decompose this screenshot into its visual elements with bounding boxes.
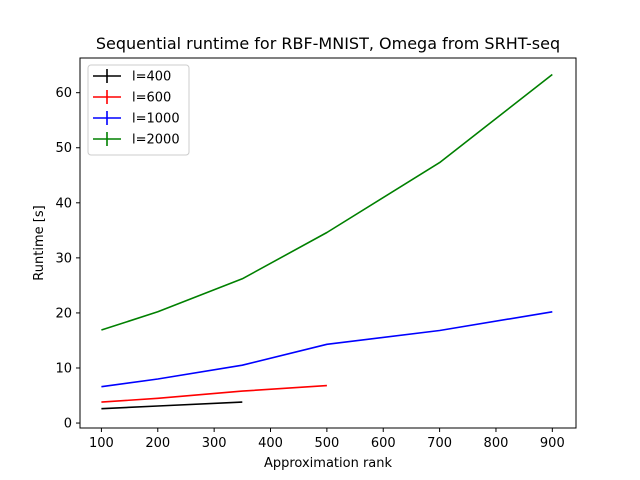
legend: l=400 l=600 l=1000 l=2000 (87, 64, 190, 156)
legend-entry: l=400 (93, 69, 171, 85)
x-tick-label: 900 (540, 436, 565, 451)
legend-entry: l=600 (93, 90, 171, 106)
x-tick-label: 600 (371, 436, 396, 451)
series-line-l400 (101, 401, 243, 410)
axes-frame (79, 57, 577, 429)
legend-label: l=1000 (132, 112, 180, 127)
x-axis-label: Approximation rank (264, 456, 393, 471)
legend-box (87, 64, 190, 156)
x-tick-label: 800 (484, 436, 509, 451)
y-tick-label: 30 (55, 251, 72, 266)
series-line-l1000 (101, 311, 553, 388)
legend-label: l=400 (132, 70, 171, 85)
legend-entry: l=1000 (93, 111, 180, 127)
series-line-l600 (101, 384, 327, 403)
legend-entry: l=2000 (93, 132, 180, 148)
legend-label: l=600 (132, 91, 171, 106)
series-line-l2000 (101, 73, 553, 331)
y-tick-label: 60 (55, 86, 72, 101)
legend-label: l=2000 (132, 133, 180, 148)
y-tick-label: 10 (55, 361, 72, 376)
x-tick-label: 400 (258, 436, 283, 451)
y-tick-label: 50 (55, 141, 72, 156)
y-tick-label: 20 (55, 306, 72, 321)
x-tick-label: 500 (314, 436, 339, 451)
x-tick-label: 200 (145, 436, 170, 451)
plot-area: 100 200 300 400 500 600 700 800 900 0 10 20 30 40 50 60 (55, 57, 577, 451)
x-tick-label: 300 (202, 436, 227, 451)
chart-title: Sequential runtime for RBF-MNIST, Omega … (96, 34, 560, 53)
y-tick-label: 0 (64, 417, 72, 432)
x-tick-label: 100 (89, 436, 114, 451)
x-tick-label: 700 (427, 436, 452, 451)
y-tick-label: 40 (55, 196, 72, 211)
y-axis-label: Runtime [s] (32, 205, 47, 280)
